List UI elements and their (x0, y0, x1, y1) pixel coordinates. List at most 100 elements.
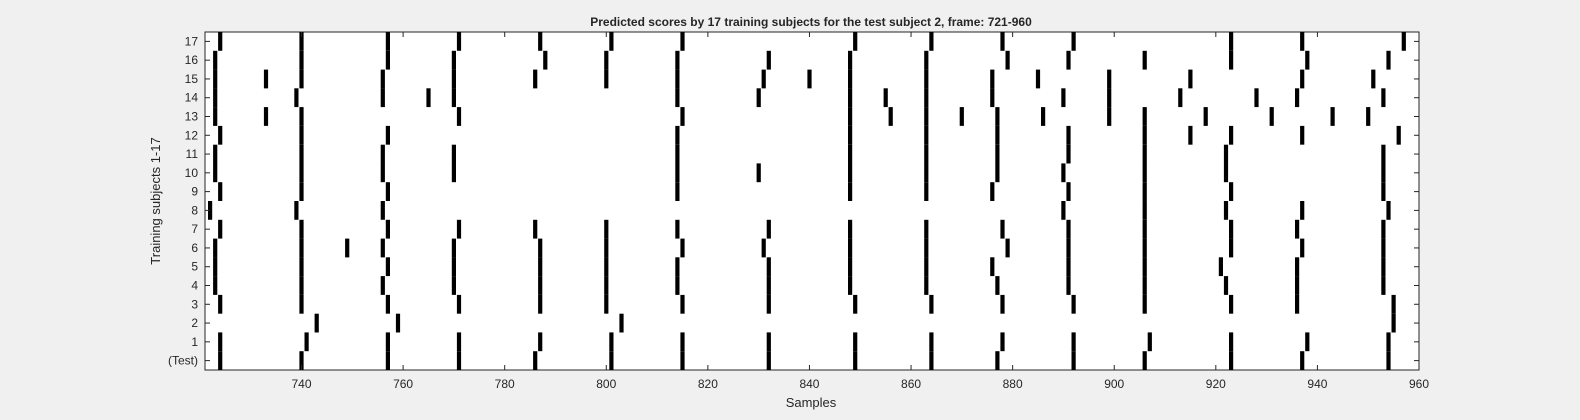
event-mark (848, 182, 853, 201)
event-mark (604, 219, 609, 239)
event-mark (1300, 32, 1305, 51)
event-mark (848, 125, 853, 145)
event-mark (1300, 125, 1305, 145)
event-mark (848, 219, 853, 239)
event-mark (213, 276, 218, 295)
event-mark (924, 107, 929, 126)
event-mark (299, 107, 304, 126)
event-mark (604, 238, 609, 258)
event-mark (609, 32, 614, 51)
event-mark (1066, 50, 1071, 70)
y-tick-label: 13 (185, 110, 199, 124)
event-mark (1142, 50, 1147, 70)
event-mark (218, 332, 223, 352)
event-mark (1366, 107, 1371, 126)
event-mark (380, 88, 385, 108)
event-mark (1386, 50, 1391, 70)
event-mark (538, 294, 543, 314)
y-tick-label: 2 (191, 316, 198, 330)
event-mark (299, 219, 304, 239)
x-tick-label: 740 (291, 377, 311, 391)
x-tick-label: 900 (1104, 377, 1124, 391)
event-mark (1071, 294, 1076, 314)
event-mark (929, 32, 934, 51)
event-mark (680, 32, 685, 51)
y-tick-label: 15 (185, 72, 199, 86)
event-mark (1300, 238, 1305, 258)
event-mark (1005, 50, 1010, 70)
event-mark (218, 294, 223, 314)
event-mark (451, 144, 456, 164)
event-mark (929, 332, 934, 352)
event-mark (766, 351, 771, 370)
event-mark (1229, 125, 1234, 145)
event-mark (609, 332, 614, 352)
event-mark (853, 32, 858, 51)
event-mark (675, 219, 680, 239)
event-mark (848, 69, 853, 89)
event-mark (848, 88, 853, 108)
event-mark (924, 125, 929, 145)
y-tick-label: 12 (185, 128, 199, 142)
event-mark (538, 238, 543, 258)
event-mark (213, 69, 218, 89)
event-mark (1300, 69, 1305, 89)
event-mark (451, 50, 456, 70)
event-mark (604, 294, 609, 314)
event-mark (299, 32, 304, 51)
event-mark (1295, 257, 1300, 277)
event-mark (451, 238, 456, 258)
event-mark (218, 351, 223, 370)
event-mark (924, 144, 929, 164)
event-mark (1035, 69, 1041, 89)
event-mark (456, 219, 462, 239)
event-mark (848, 163, 853, 183)
event-mark (385, 125, 390, 145)
event-mark (1000, 332, 1005, 352)
event-mark (1223, 201, 1229, 220)
event-mark (756, 88, 761, 108)
event-mark (299, 351, 304, 370)
event-mark (456, 107, 462, 126)
y-tick-label: (Test) (168, 354, 198, 368)
event-mark (314, 313, 319, 333)
event-mark (1295, 88, 1300, 108)
event-mark (218, 125, 223, 145)
y-tick-label: 11 (186, 147, 199, 161)
x-tick-label: 960 (1409, 377, 1429, 391)
event-mark (756, 163, 761, 183)
event-mark (848, 144, 853, 164)
y-tick-label: 14 (185, 91, 199, 105)
event-mark (1391, 294, 1396, 314)
event-mark (604, 50, 609, 70)
event-mark (380, 238, 385, 258)
event-mark (1066, 182, 1071, 201)
event-mark (1071, 351, 1076, 370)
event-mark (766, 276, 771, 295)
y-tick-label: 6 (191, 241, 198, 255)
event-mark (1061, 88, 1066, 108)
event-mark (604, 276, 609, 295)
event-mark (1142, 125, 1147, 145)
event-mark (853, 294, 858, 314)
event-mark (380, 144, 385, 164)
event-mark (995, 276, 1000, 295)
event-mark (543, 50, 548, 70)
event-mark (218, 219, 223, 239)
event-mark (1142, 294, 1147, 314)
y-tick-label: 4 (191, 279, 198, 293)
event-mark (848, 107, 853, 126)
event-mark (1229, 219, 1234, 239)
event-mark (1142, 144, 1147, 164)
event-mark (538, 32, 543, 51)
event-mark (848, 238, 853, 258)
event-mark (995, 107, 1000, 126)
event-mark (451, 257, 456, 277)
event-mark (1000, 219, 1005, 239)
event-mark (299, 69, 304, 89)
event-mark (604, 257, 609, 277)
event-mark (1381, 219, 1386, 239)
event-mark (218, 182, 223, 201)
event-mark (1229, 332, 1234, 352)
